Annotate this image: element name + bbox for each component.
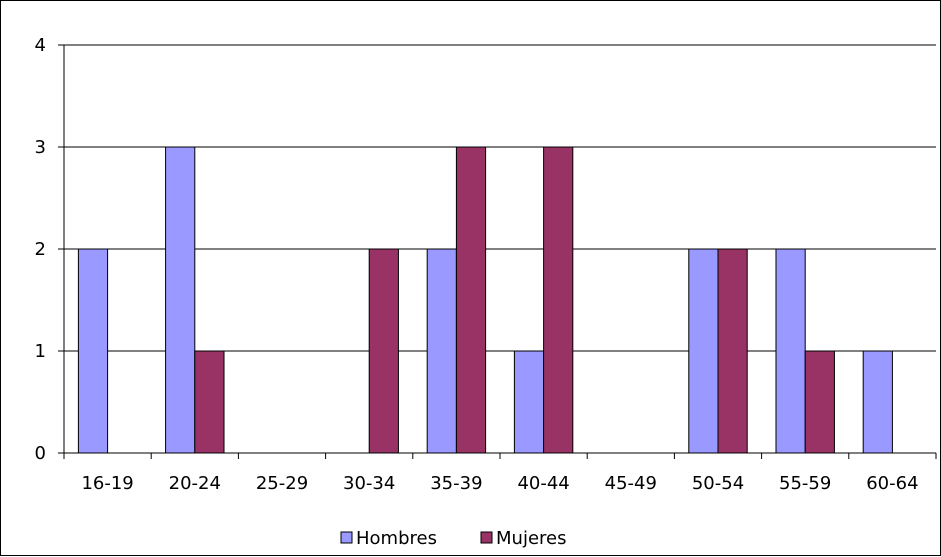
bar-hombres-35-39 <box>426 248 457 454</box>
y-tick-label: 0 <box>35 443 46 464</box>
x-tick-label: 30-34 <box>343 473 395 494</box>
bar-hombres-50-54 <box>688 248 719 454</box>
legend-label-mujeres: Mujeres <box>496 528 566 549</box>
legend: Hombres Mujeres <box>340 528 566 549</box>
x-tick-label: 40-44 <box>517 473 569 494</box>
y-tick-label: 1 <box>35 341 46 362</box>
legend-swatch-hombres <box>340 531 353 544</box>
bar-mujeres-50-54 <box>717 248 748 454</box>
bar-hombres-16-19 <box>77 248 109 454</box>
bar-mujeres-30-34 <box>368 248 399 454</box>
bar-mujeres-55-59 <box>804 350 835 454</box>
bar-mujeres-40-44 <box>543 146 574 454</box>
bar-hombres-20-24 <box>165 146 196 454</box>
x-tick-label: 45-49 <box>605 473 657 494</box>
legend-label-hombres: Hombres <box>356 528 437 549</box>
x-tick-label: 60-64 <box>866 473 918 494</box>
x-tick-label: 50-54 <box>692 473 744 494</box>
x-tick-label: 20-24 <box>169 473 221 494</box>
x-tick-label: 25-29 <box>256 473 308 494</box>
bar-hombres-55-59 <box>775 248 806 454</box>
bar-mujeres-35-39 <box>455 146 487 454</box>
x-tick-label: 35-39 <box>430 473 482 494</box>
bar-hombres-40-44 <box>513 350 545 454</box>
bar-hombres-60-64 <box>862 350 893 454</box>
x-tick-label: 16-19 <box>81 473 133 494</box>
y-tick-label: 4 <box>35 35 46 56</box>
legend-swatch-mujeres <box>480 531 493 544</box>
x-tick-label: 55-59 <box>779 473 831 494</box>
bar-mujeres-20-24 <box>194 350 225 454</box>
y-tick-label: 3 <box>35 137 46 158</box>
y-tick-label: 2 <box>35 239 46 260</box>
